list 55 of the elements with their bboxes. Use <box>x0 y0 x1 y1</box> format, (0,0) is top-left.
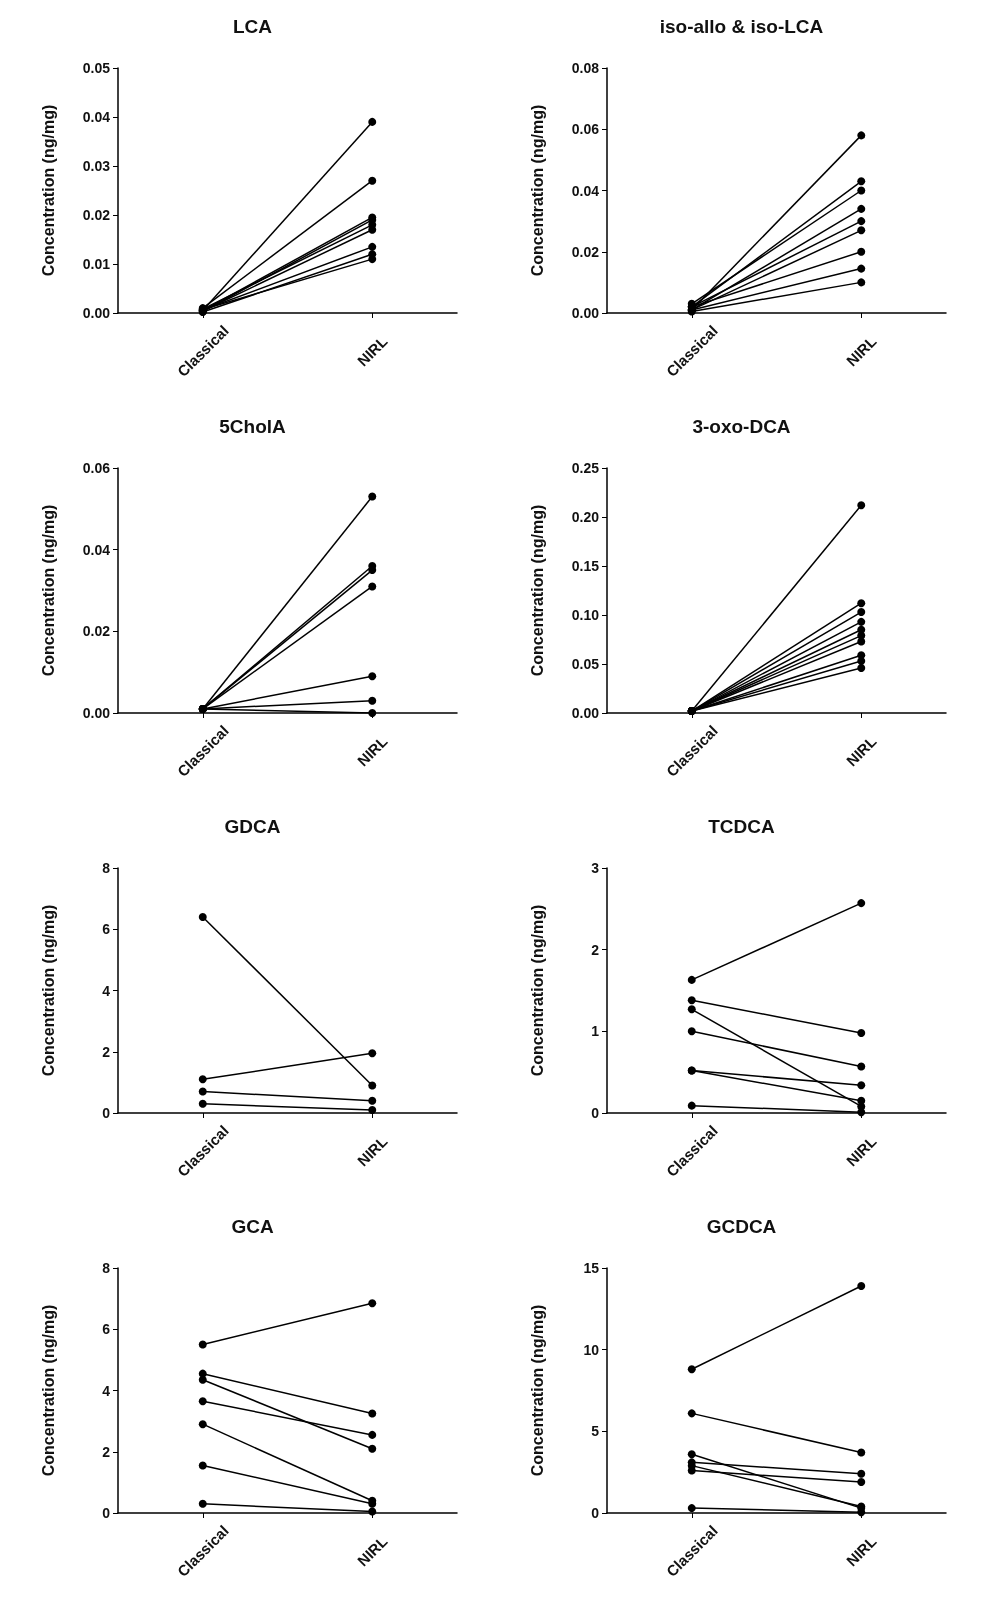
y-tick-label: 0.01 <box>82 256 111 272</box>
y-tick-label: 15 <box>583 1260 600 1276</box>
y-tick-label: 0.00 <box>571 305 600 321</box>
chart-title: 3-oxo-DCA <box>692 416 791 437</box>
y-tick-label: 0.05 <box>571 656 600 672</box>
chart-title: GDCA <box>224 816 281 837</box>
y-tick-label: 0.04 <box>571 182 600 199</box>
y-tick-label: 6 <box>102 1321 111 1338</box>
y-tick-label: 2 <box>591 941 600 958</box>
y-tick-label: 0.04 <box>82 541 111 558</box>
y-tick-label: 8 <box>102 860 111 876</box>
y-tick-label: 6 <box>102 921 111 938</box>
y-axis-title: Concentration (ng/mg) <box>528 504 546 677</box>
y-tick-label: 0.05 <box>82 60 111 76</box>
y-axis-title: Concentration (ng/mg) <box>39 504 57 677</box>
y-tick-label: 0.00 <box>571 705 600 721</box>
y-tick-label: 2 <box>102 1043 111 1060</box>
chart-title: GCA <box>231 1216 274 1237</box>
y-tick-label: 0.08 <box>571 60 600 76</box>
y-tick-label: 5 <box>591 1423 600 1440</box>
chart-title: LCA <box>232 16 273 37</box>
y-tick-label: 0.02 <box>571 243 600 260</box>
y-tick-label: 0.00 <box>82 705 111 721</box>
y-axis-title: Concentration (ng/mg) <box>528 1304 546 1477</box>
y-tick-label: 0.00 <box>82 305 111 321</box>
y-tick-label: 10 <box>583 1341 600 1358</box>
y-tick-label: 1 <box>591 1023 600 1040</box>
y-tick-label: 0.06 <box>571 121 600 138</box>
y-tick-label: 0.02 <box>82 623 111 640</box>
y-tick-label: 0.06 <box>82 460 111 476</box>
chart-title: 5CholA <box>219 416 287 437</box>
y-tick-label: 0.10 <box>571 607 600 623</box>
y-tick-label: 0.20 <box>571 509 600 525</box>
y-tick-label: 4 <box>102 982 111 999</box>
y-tick-label: 8 <box>102 1260 111 1276</box>
y-tick-label: 4 <box>102 1382 111 1399</box>
y-axis-title: Concentration (ng/mg) <box>39 1304 57 1477</box>
y-tick-label: 0 <box>102 1505 111 1521</box>
y-tick-label: 0.03 <box>82 158 111 174</box>
chart-title: GCDCA <box>706 1216 777 1237</box>
y-tick-label: 0.25 <box>571 460 600 476</box>
y-tick-label: 2 <box>102 1443 111 1460</box>
y-tick-label: 0 <box>102 1105 111 1121</box>
y-axis-title: Concentration (ng/mg) <box>39 104 57 277</box>
y-axis-title: Concentration (ng/mg) <box>528 904 546 1077</box>
y-tick-label: 0 <box>591 1105 600 1121</box>
y-axis-title: Concentration (ng/mg) <box>39 904 57 1077</box>
y-tick-label: 0.04 <box>82 109 111 125</box>
y-axis-title: Concentration (ng/mg) <box>528 104 546 277</box>
chart-title: TCDCA <box>708 816 776 837</box>
y-tick-label: 3 <box>591 860 600 876</box>
y-tick-label: 0 <box>591 1505 600 1521</box>
y-tick-label: 0.02 <box>82 207 111 223</box>
y-tick-label: 0.15 <box>571 558 600 574</box>
chart-title: iso-allo & iso-LCA <box>659 16 824 37</box>
